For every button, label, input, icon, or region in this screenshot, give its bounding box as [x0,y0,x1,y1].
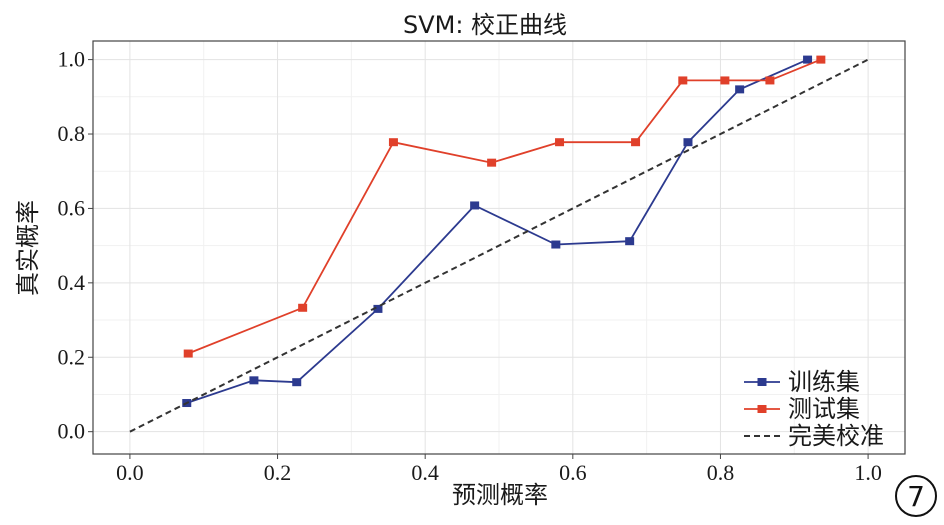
series-1-point [373,304,383,313]
y-tick-label: 0.4 [58,270,86,295]
series-2-point [555,138,565,147]
series-1-point [551,240,561,249]
y-tick-label: 0.6 [58,195,86,220]
series-2-point [183,349,193,358]
series-1-point [625,237,635,246]
y-tick-label: 0.8 [58,121,86,146]
badge-circle [895,475,937,517]
tick-labels: 0.0 0.2 0.4 0.6 0.8 1.0 0.0 0.2 0.4 0.6 0.8 1.0 [58,47,882,485]
badge-label: 7 [907,480,925,513]
series-line-3 [129,58,869,433]
x-tick-label: 0.0 [116,460,144,485]
chart-title: SVM: 校正曲线 [403,11,567,39]
tick-marks [88,59,869,459]
series-2-point [388,138,398,147]
series-1-point [292,378,302,387]
series-layer [129,55,869,433]
legend-label-1: 训练集 [788,368,860,396]
number-badge: 7 [895,475,937,517]
series-2-point [765,76,775,85]
series-2-point [631,138,641,147]
series-line-1 [186,58,808,404]
series-1-point [249,376,259,385]
x-tick-label: 0.8 [707,460,735,485]
legend-label-3: 完美校准 [788,422,884,450]
x-axis-title: 预测概率 [452,481,548,509]
plot-frame [92,40,906,455]
y-axis-title: 真实概率 [14,200,42,296]
legend-label-2: 测试集 [788,395,860,423]
y-tick-label: 0.2 [58,344,86,369]
series-2-point [678,76,688,85]
series-1-point [735,85,745,94]
series-1-point [683,138,693,147]
x-tick-label: 0.2 [264,460,292,485]
series-line-2 [187,58,822,355]
x-tick-label: 1.0 [854,460,882,485]
series-2-point [816,55,826,64]
series-1-point [803,55,813,64]
grid-lines [93,41,905,454]
x-tick-label: 0.4 [411,460,439,485]
legend-marker-2 [757,405,767,413]
series-2-point [298,303,308,312]
y-tick-label: 1.0 [58,47,86,72]
x-tick-label: 0.6 [559,460,587,485]
legend-marker-1 [757,378,767,386]
y-tick-label: 0.0 [58,419,86,444]
series-2-point [487,158,497,167]
series-2-point [720,76,730,85]
series-1-point [470,201,480,210]
